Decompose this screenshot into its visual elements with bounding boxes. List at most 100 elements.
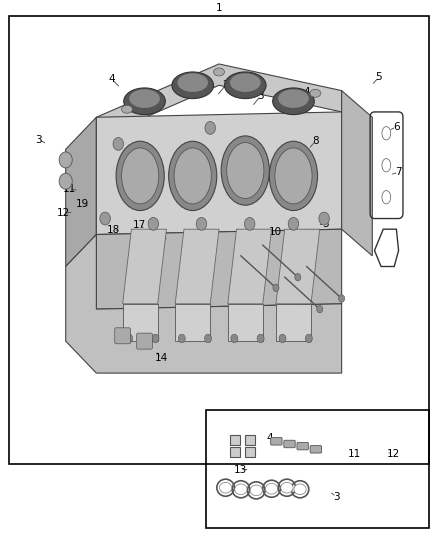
Text: 3: 3 <box>35 135 42 144</box>
Polygon shape <box>96 112 342 235</box>
Text: 11: 11 <box>155 231 168 240</box>
Circle shape <box>148 217 159 230</box>
Text: 18: 18 <box>106 225 120 235</box>
Ellipse shape <box>382 159 391 172</box>
FancyBboxPatch shape <box>297 442 308 450</box>
Polygon shape <box>175 229 219 304</box>
Circle shape <box>126 334 133 343</box>
Ellipse shape <box>294 484 306 495</box>
Circle shape <box>244 217 255 230</box>
Text: 2: 2 <box>222 80 229 90</box>
Circle shape <box>100 212 110 225</box>
Ellipse shape <box>382 190 391 204</box>
FancyBboxPatch shape <box>245 447 255 457</box>
Ellipse shape <box>269 141 318 211</box>
Text: 10: 10 <box>268 227 282 237</box>
Polygon shape <box>228 229 272 304</box>
Ellipse shape <box>265 483 278 494</box>
Polygon shape <box>96 229 342 309</box>
Text: 5: 5 <box>375 72 382 82</box>
Ellipse shape <box>225 72 266 99</box>
Circle shape <box>231 334 238 343</box>
FancyBboxPatch shape <box>115 328 131 344</box>
Circle shape <box>257 334 264 343</box>
Text: 2: 2 <box>297 155 304 165</box>
Text: 8: 8 <box>312 136 319 146</box>
FancyBboxPatch shape <box>137 333 152 349</box>
Ellipse shape <box>230 74 261 92</box>
Text: 3: 3 <box>333 492 340 502</box>
Circle shape <box>59 152 72 168</box>
Text: 11: 11 <box>348 449 361 459</box>
Circle shape <box>205 122 215 134</box>
Text: 17: 17 <box>133 220 146 230</box>
Ellipse shape <box>169 141 217 211</box>
Circle shape <box>305 334 312 343</box>
Text: 16: 16 <box>153 236 166 246</box>
Ellipse shape <box>250 485 262 496</box>
Text: 9: 9 <box>302 194 309 204</box>
Circle shape <box>152 334 159 343</box>
Ellipse shape <box>275 148 312 204</box>
FancyBboxPatch shape <box>245 435 255 445</box>
Text: 4: 4 <box>108 74 115 84</box>
Text: 14: 14 <box>155 353 168 363</box>
Text: 11: 11 <box>63 184 76 194</box>
Polygon shape <box>66 117 96 266</box>
Ellipse shape <box>272 88 314 115</box>
Ellipse shape <box>235 484 247 495</box>
FancyBboxPatch shape <box>230 447 240 457</box>
Ellipse shape <box>177 74 208 92</box>
Circle shape <box>205 334 212 343</box>
Text: 19: 19 <box>76 199 89 208</box>
Text: 3: 3 <box>257 91 264 101</box>
Bar <box>9 16 429 464</box>
Ellipse shape <box>172 72 214 99</box>
Polygon shape <box>228 304 263 341</box>
Polygon shape <box>276 229 320 304</box>
Ellipse shape <box>382 126 391 140</box>
Ellipse shape <box>214 68 224 76</box>
Ellipse shape <box>129 89 160 108</box>
Polygon shape <box>276 304 311 341</box>
Text: 7: 7 <box>395 167 402 177</box>
FancyBboxPatch shape <box>271 438 282 445</box>
Polygon shape <box>123 304 158 341</box>
Ellipse shape <box>121 148 159 204</box>
Circle shape <box>279 334 286 343</box>
Polygon shape <box>123 229 166 304</box>
FancyBboxPatch shape <box>310 446 321 453</box>
Ellipse shape <box>227 142 264 199</box>
Circle shape <box>113 138 124 150</box>
Ellipse shape <box>221 136 269 205</box>
Text: 13: 13 <box>233 465 247 475</box>
Circle shape <box>319 212 329 225</box>
Circle shape <box>59 173 72 189</box>
Ellipse shape <box>124 88 166 115</box>
Text: 4: 4 <box>303 87 310 96</box>
Ellipse shape <box>174 148 211 204</box>
Text: 4: 4 <box>266 433 273 443</box>
Circle shape <box>273 284 279 292</box>
Circle shape <box>196 217 207 230</box>
Ellipse shape <box>219 482 232 493</box>
FancyBboxPatch shape <box>230 435 240 445</box>
Ellipse shape <box>278 89 309 108</box>
Text: 1: 1 <box>215 3 223 13</box>
Ellipse shape <box>281 482 293 493</box>
Circle shape <box>317 305 323 313</box>
Ellipse shape <box>310 90 321 98</box>
Text: 12: 12 <box>387 449 400 459</box>
Ellipse shape <box>121 106 132 114</box>
FancyBboxPatch shape <box>284 440 295 448</box>
Bar <box>206 410 429 528</box>
Polygon shape <box>175 304 210 341</box>
Circle shape <box>288 217 299 230</box>
Circle shape <box>178 334 185 343</box>
Polygon shape <box>342 91 372 256</box>
Ellipse shape <box>116 141 164 211</box>
Text: 3: 3 <box>321 219 328 229</box>
Circle shape <box>295 273 301 281</box>
Polygon shape <box>66 235 342 373</box>
Text: 6: 6 <box>393 122 400 132</box>
